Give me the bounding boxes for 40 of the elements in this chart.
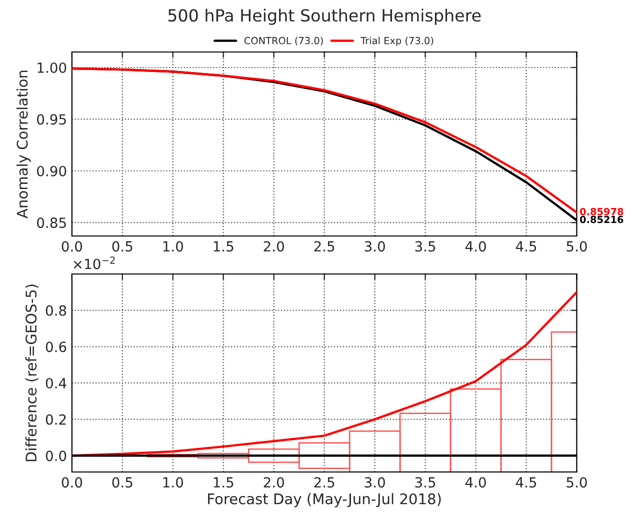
x-tick-label: 0.5 — [112, 241, 132, 252]
x-tick-label: 2.5 — [314, 241, 334, 252]
y-tick-label: 1.00 — [38, 62, 66, 73]
y-tick-label: 0.85 — [37, 218, 66, 228]
y-tick-label: 0.90 — [37, 166, 66, 176]
x-tick-label: 1.0 — [163, 241, 184, 252]
x-tick-label: 4.5 — [516, 477, 536, 488]
annotation: 0.85978 — [580, 208, 624, 216]
y-tick-label: 0.4 — [46, 378, 66, 388]
y-axis-title: Difference (ref=GEOS-5) — [25, 284, 38, 462]
x-tick-label: 5.0 — [566, 477, 587, 488]
y-tick-label: 0.8 — [46, 305, 66, 316]
x-tick-label: 5.0 — [566, 241, 587, 252]
x-tick-label: 4.0 — [465, 241, 486, 252]
x-tick-label: 1.5 — [214, 241, 234, 252]
x-tick-label: 0.0 — [62, 477, 82, 488]
legend-label: CONTROL (73.0) — [244, 36, 323, 46]
text: ×10$^{−2}$ — [74, 256, 115, 270]
chart-title: 500 hPa Height Southern Hemisphere — [168, 8, 481, 25]
y-axis-title: Anomaly Correlation — [16, 70, 31, 218]
x-tick-label: 2.0 — [264, 241, 284, 252]
y-tick-label: 0.2 — [46, 414, 66, 425]
x-tick-label: 1.5 — [214, 477, 234, 488]
x-axis-title: Forecast Day (May-Jun-Jul 2018) — [208, 493, 441, 508]
legend-label: Trial Exp (73.0) — [360, 36, 434, 46]
x-tick-label: 2.0 — [264, 477, 284, 488]
x-tick-label: 3.0 — [364, 477, 385, 488]
x-tick-label: 3.5 — [415, 477, 436, 488]
x-tick-label: 0.5 — [112, 477, 132, 488]
x-tick-label: 0.0 — [62, 241, 82, 252]
x-tick-label: 4.5 — [516, 241, 536, 252]
y-tick-label: 0.95 — [37, 114, 66, 125]
annotation: 0.85216 — [580, 216, 624, 224]
x-tick-label: 1.0 — [163, 477, 184, 488]
x-tick-label: 2.5 — [314, 477, 334, 488]
x-tick-label: 3.5 — [415, 241, 436, 252]
y-tick-label: 0.6 — [46, 342, 66, 352]
x-tick-label: 3.0 — [364, 241, 385, 252]
x-tick-label: 4.0 — [465, 477, 486, 488]
y-tick-label: 0.0 — [46, 450, 66, 462]
